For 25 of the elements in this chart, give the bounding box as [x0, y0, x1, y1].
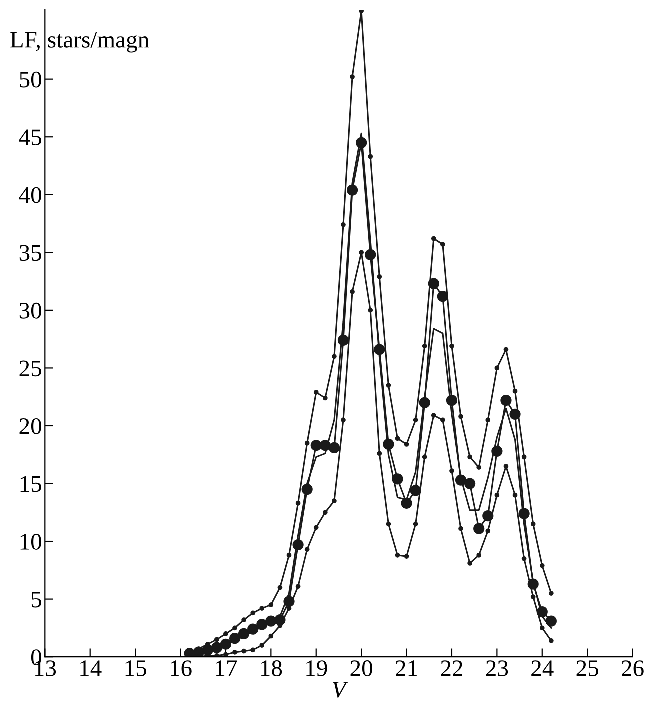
- x-tick-label: 22: [441, 660, 462, 676]
- x-tick-label: 25: [576, 660, 598, 676]
- y-tick-label: 40: [19, 187, 42, 204]
- x-tick-label: 16: [171, 660, 192, 676]
- y-tick-label: 20: [20, 418, 42, 434]
- x-tick-label: 21: [396, 660, 418, 676]
- y-tick-label: 25: [20, 360, 42, 377]
- y-tick-label: 10: [20, 534, 42, 550]
- x-tick-label: 17: [216, 660, 238, 676]
- x-tick-label: 18: [261, 660, 282, 676]
- x-tick-label: 15: [126, 660, 146, 676]
- y-tick-label: 45: [19, 130, 42, 146]
- y-tick-label: 50: [20, 72, 42, 88]
- y-tick-label: 30: [20, 302, 42, 319]
- x-tick-label: 24: [532, 660, 554, 676]
- x-tick-label: 26: [622, 660, 644, 676]
- y-tick-label: 35: [20, 245, 42, 262]
- y-tick-label: 15: [20, 476, 42, 492]
- x-tick-label: 20: [350, 660, 372, 676]
- x-tick-label: 14: [80, 660, 102, 676]
- y-tick-label: 5: [32, 592, 42, 608]
- x-tick-label: 23: [486, 660, 508, 676]
- x-axis-title: V: [332, 682, 348, 698]
- x-tick-label: 19: [306, 660, 328, 676]
- y-axis-title: LF, stars/magn: [10, 32, 150, 53]
